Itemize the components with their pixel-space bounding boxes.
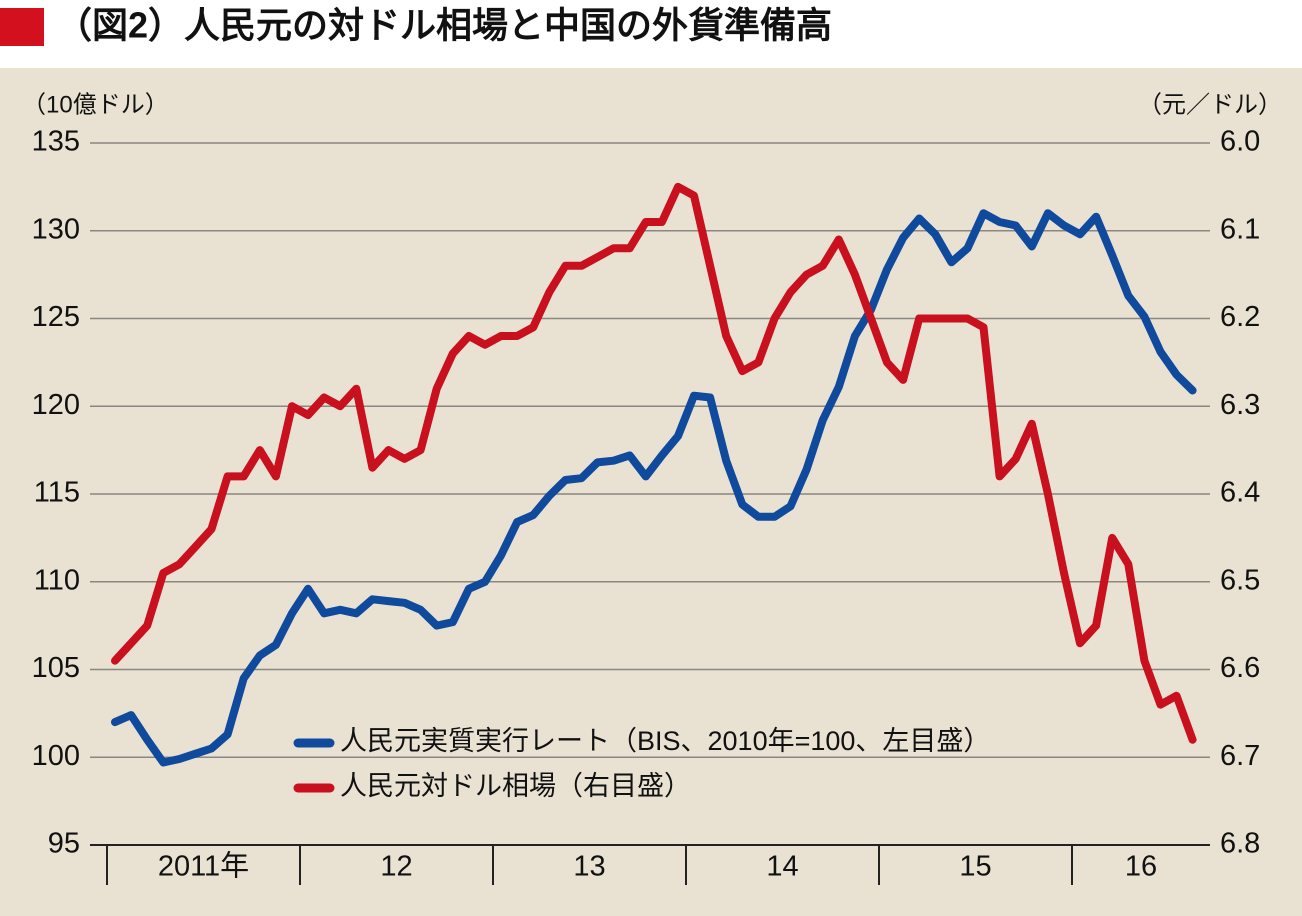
title-marker [0, 8, 44, 46]
header-bg [0, 0, 1302, 68]
y-tick-label: 100 [32, 740, 80, 772]
y-tick-label: 120 [32, 389, 80, 421]
y-tick-label: 125 [32, 301, 80, 333]
y-tick-label: 115 [34, 477, 80, 509]
y2-tick-label: 6.5 [1220, 564, 1260, 596]
y-tick-label: 110 [34, 564, 80, 596]
x-tick-label: 13 [573, 851, 605, 883]
x-tick-label: 15 [959, 851, 991, 883]
y-tick-label: 130 [32, 213, 80, 245]
x-tick-label: 16 [1125, 851, 1157, 883]
y2-tick-label: 6.4 [1220, 477, 1260, 509]
y2-axis-title: （元／ドル） [1138, 91, 1282, 118]
chart-title: （図2）人民元の対ドル相場と中国の外貨準備高 [56, 5, 832, 46]
y2-tick-label: 6.7 [1220, 740, 1260, 772]
x-tick-label: 14 [766, 851, 798, 883]
legend-label: 人民元対ドル相場（右目盛） [340, 771, 691, 801]
y-tick-label: 135 [32, 126, 80, 158]
legend-label: 人民元実質実行レート（BIS、2010年=100、左目盛） [340, 726, 990, 756]
y2-tick-label: 6.0 [1220, 126, 1260, 158]
y-tick-label: 95 [48, 828, 80, 860]
y-tick-label: 105 [32, 652, 80, 684]
y2-tick-label: 6.1 [1220, 213, 1260, 245]
plot-bg [0, 68, 1302, 916]
y2-tick-label: 6.2 [1220, 301, 1260, 333]
y-axis-title: （10億ドル） [22, 91, 169, 118]
series-line [111, 209, 1197, 767]
y2-tick-label: 6.6 [1220, 652, 1260, 684]
x-tick-label: 12 [380, 851, 412, 883]
y2-tick-label: 6.3 [1220, 389, 1260, 421]
y2-tick-label: 6.8 [1220, 828, 1260, 860]
series-line [111, 182, 1197, 744]
x-tick-label: 2011年 [158, 850, 249, 883]
